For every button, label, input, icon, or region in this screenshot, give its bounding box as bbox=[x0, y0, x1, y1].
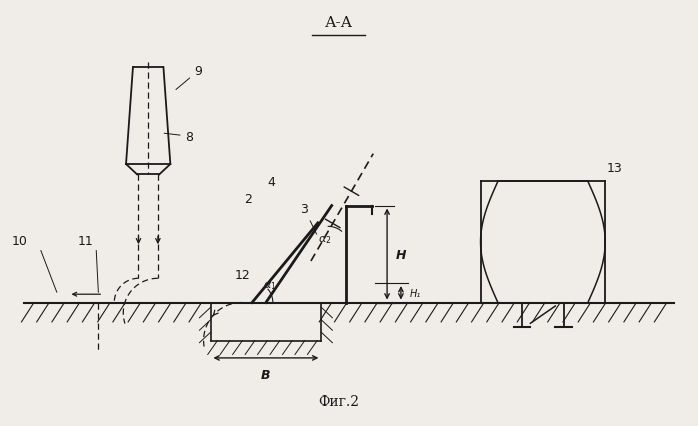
Text: $\alpha_2$: $\alpha_2$ bbox=[318, 234, 332, 246]
Text: B: B bbox=[261, 368, 271, 381]
Text: 2: 2 bbox=[244, 193, 251, 206]
Text: Фиг.2: Фиг.2 bbox=[318, 394, 359, 408]
Text: 8: 8 bbox=[164, 130, 193, 144]
Text: 10: 10 bbox=[12, 234, 28, 247]
Text: 4: 4 bbox=[267, 176, 275, 188]
Text: 13: 13 bbox=[607, 161, 623, 175]
Text: А-А: А-А bbox=[325, 15, 352, 29]
Text: 3: 3 bbox=[301, 203, 317, 235]
Text: 11: 11 bbox=[78, 234, 94, 247]
Text: $\alpha_1$: $\alpha_1$ bbox=[262, 279, 276, 291]
Text: 9: 9 bbox=[176, 65, 202, 90]
Text: 12: 12 bbox=[235, 269, 251, 282]
Text: H₁: H₁ bbox=[409, 288, 420, 298]
Text: H: H bbox=[395, 248, 406, 261]
